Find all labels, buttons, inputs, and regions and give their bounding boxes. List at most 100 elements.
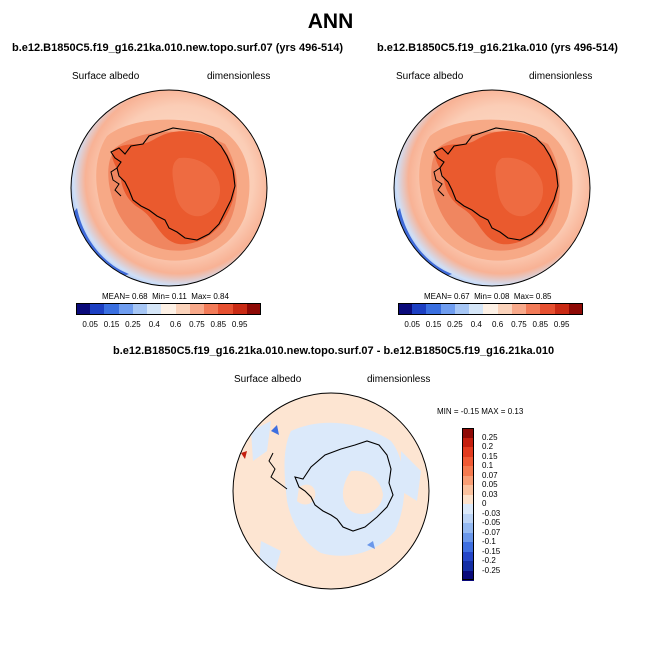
panel1-colorbar-swatch <box>161 303 177 315</box>
panel2-colorbar <box>398 303 584 315</box>
panel2-colorbar-tick: 0.05 <box>404 320 420 329</box>
panel1-colorbar-tick: 0.95 <box>231 320 248 329</box>
panel3-colorbar-swatch <box>462 437 474 448</box>
panel2-colorbar-swatch <box>426 303 442 315</box>
panel3-colorbar-swatch <box>462 570 474 581</box>
panel3-colorbar-swatch <box>462 542 474 552</box>
panel2-colorbar-swatch <box>497 303 513 315</box>
panel3-colorbar-swatch <box>462 466 474 476</box>
panel2-colorbar-tick: 0.6 <box>492 320 504 329</box>
panel2-colorbar-tick: 0.4 <box>470 320 482 329</box>
panel3-colorbar-tick: 0.07 <box>482 470 498 480</box>
panel2-colorbar-swatch <box>568 303 584 315</box>
panel3-colorbar <box>462 428 474 581</box>
panel2-colorbar-ticks: 0.05 0.15 0.25 0.4 0.6 0.75 0.85 0.95 <box>398 320 583 330</box>
panel1-colorbar-swatch <box>90 303 105 315</box>
panel1-colorbar-tick: 0.75 <box>189 320 205 329</box>
panel3-colorbar-swatch <box>462 532 474 543</box>
panel2-units-label: dimensionless <box>529 71 593 82</box>
panel2-colorbar-swatch <box>454 303 470 315</box>
panel3-colorbar-tick: -0.25 <box>482 565 501 575</box>
panel2-min-value: 0.08 <box>493 292 510 301</box>
panel2-colorbar-swatch <box>398 303 413 315</box>
panel2-colorbar-tick: 0.15 <box>425 320 442 329</box>
panel3-colorbar-tick: 0 <box>482 499 487 508</box>
panel3-colorbar-swatch <box>462 428 474 438</box>
panel1-max-label: Max= <box>191 292 212 301</box>
panel3-colorbar-tick: 0.05 <box>482 480 498 489</box>
panel2-colorbar-tick: 0.95 <box>553 320 570 329</box>
panel1-colorbar-tick: 0.6 <box>170 320 182 329</box>
panel3-colorbar-tick: 0.2 <box>482 442 494 451</box>
panel3-colorbar-tick: 0.15 <box>482 451 498 461</box>
panel1-colorbar-tick: 0.25 <box>125 320 141 329</box>
panel3-colorbar-tick: -0.15 <box>482 546 501 556</box>
panel2-colorbar-tick: 0.75 <box>511 320 527 329</box>
panel1-colorbar <box>76 303 262 315</box>
panel1-colorbar-swatch <box>118 303 134 315</box>
panel3-coastline <box>294 440 394 532</box>
panel1-units-label: dimensionless <box>207 71 271 82</box>
panel3-variable-label: Surface albedo <box>234 374 302 385</box>
panel2-mean-label: MEAN= <box>424 292 452 301</box>
panel3-colorbar-tick: 0.1 <box>482 461 494 470</box>
panel2-colorbar-swatch <box>440 303 456 315</box>
panel1-colorbar-tick: 0.4 <box>148 320 160 329</box>
panel1-variable-label: Surface albedo <box>72 71 140 82</box>
panel3-units-label: dimensionless <box>367 374 431 385</box>
panel2-variable-label: Surface albedo <box>396 71 464 82</box>
panel2-min-label: Min= <box>474 292 492 301</box>
panel2-colorbar-swatch <box>412 303 427 315</box>
panel2-map <box>393 89 591 287</box>
panel3-colorbar-swatch <box>462 447 474 457</box>
panel1-colorbar-swatch <box>246 303 262 315</box>
panel3-colorbar-swatch <box>462 475 474 486</box>
panel1-colorbar-tick: 0.85 <box>210 320 227 329</box>
panel2-colorbar-tick: 0.25 <box>447 320 463 329</box>
panel2-colorbar-swatch <box>469 303 484 315</box>
panel1-min-label: Min= <box>152 292 170 301</box>
panel1-colorbar-swatch <box>76 303 91 315</box>
panel2-colorbar-swatch <box>554 303 570 315</box>
panel3-colorbar-swatch <box>462 485 474 495</box>
panel3-colorbar-tick: -0.07 <box>482 527 501 537</box>
panel3-colorbar-ticks: 0.25 0.2 0.15 0.1 0.07 0.05 0.03 0 -0.03 -0.05 -0.… <box>482 428 522 580</box>
panel1-colorbar-ticks: 0.05 0.15 0.25 0.4 0.6 0.75 0.85 0.95 <box>76 320 261 330</box>
panel3-colorbar-swatch <box>462 523 474 533</box>
panel1-mean-value: 0.68 <box>132 292 148 301</box>
panel2-max-value: 0.85 <box>535 292 552 301</box>
panel1-colorbar-swatch <box>232 303 248 315</box>
panel3-stats: MIN = -0.15 MAX = 0.13 <box>437 407 524 416</box>
panel3-colorbar-tick: -0.1 <box>482 537 496 546</box>
panel2-colorbar-swatch <box>540 303 556 315</box>
panel1-colorbar-swatch <box>175 303 191 315</box>
panel1-title: b.e12.B1850C5.f19_g16.21ka.010.new.topo.… <box>12 42 343 54</box>
panel2-colorbar-tick: 0.85 <box>532 320 549 329</box>
panel2-max-label: Max= <box>513 292 534 301</box>
panel3-colorbar-swatch <box>462 494 474 505</box>
panel3-colorbar-swatch <box>462 456 474 467</box>
panel2-colorbar-swatch <box>526 303 541 315</box>
panel1-colorbar-swatch <box>204 303 219 315</box>
panel3-colorbar-swatch <box>462 551 474 562</box>
panel1-mean-label: MEAN= <box>102 292 130 301</box>
panel3-colorbar-swatch <box>462 504 474 514</box>
panel3-map <box>232 392 430 590</box>
panel1-max-value: 0.84 <box>213 292 229 301</box>
panel3-colorbar-tick: 0.25 <box>482 432 498 442</box>
panel1-colorbar-tick: 0.15 <box>103 320 120 329</box>
panel3-colorbar-tick: -0.03 <box>482 508 501 518</box>
panel2-colorbar-swatch <box>511 303 527 315</box>
panel1-colorbar-swatch <box>132 303 148 315</box>
panel1-coastline <box>110 127 236 241</box>
panel3-colorbar-swatch <box>462 561 474 571</box>
panel3-title: b.e12.B1850C5.f19_g16.21ka.010.new.topo.… <box>113 345 555 357</box>
panel3-colorbar-tick: 0.03 <box>482 489 498 499</box>
panel2-coastline <box>433 127 559 241</box>
panel2-mean-value: 0.67 <box>454 292 470 301</box>
panel1-colorbar-swatch <box>189 303 205 315</box>
panel2-colorbar-swatch <box>483 303 499 315</box>
panel1-colorbar-swatch <box>104 303 120 315</box>
panel1-colorbar-swatch <box>147 303 162 315</box>
panel1-min-value: 0.11 <box>171 292 187 301</box>
